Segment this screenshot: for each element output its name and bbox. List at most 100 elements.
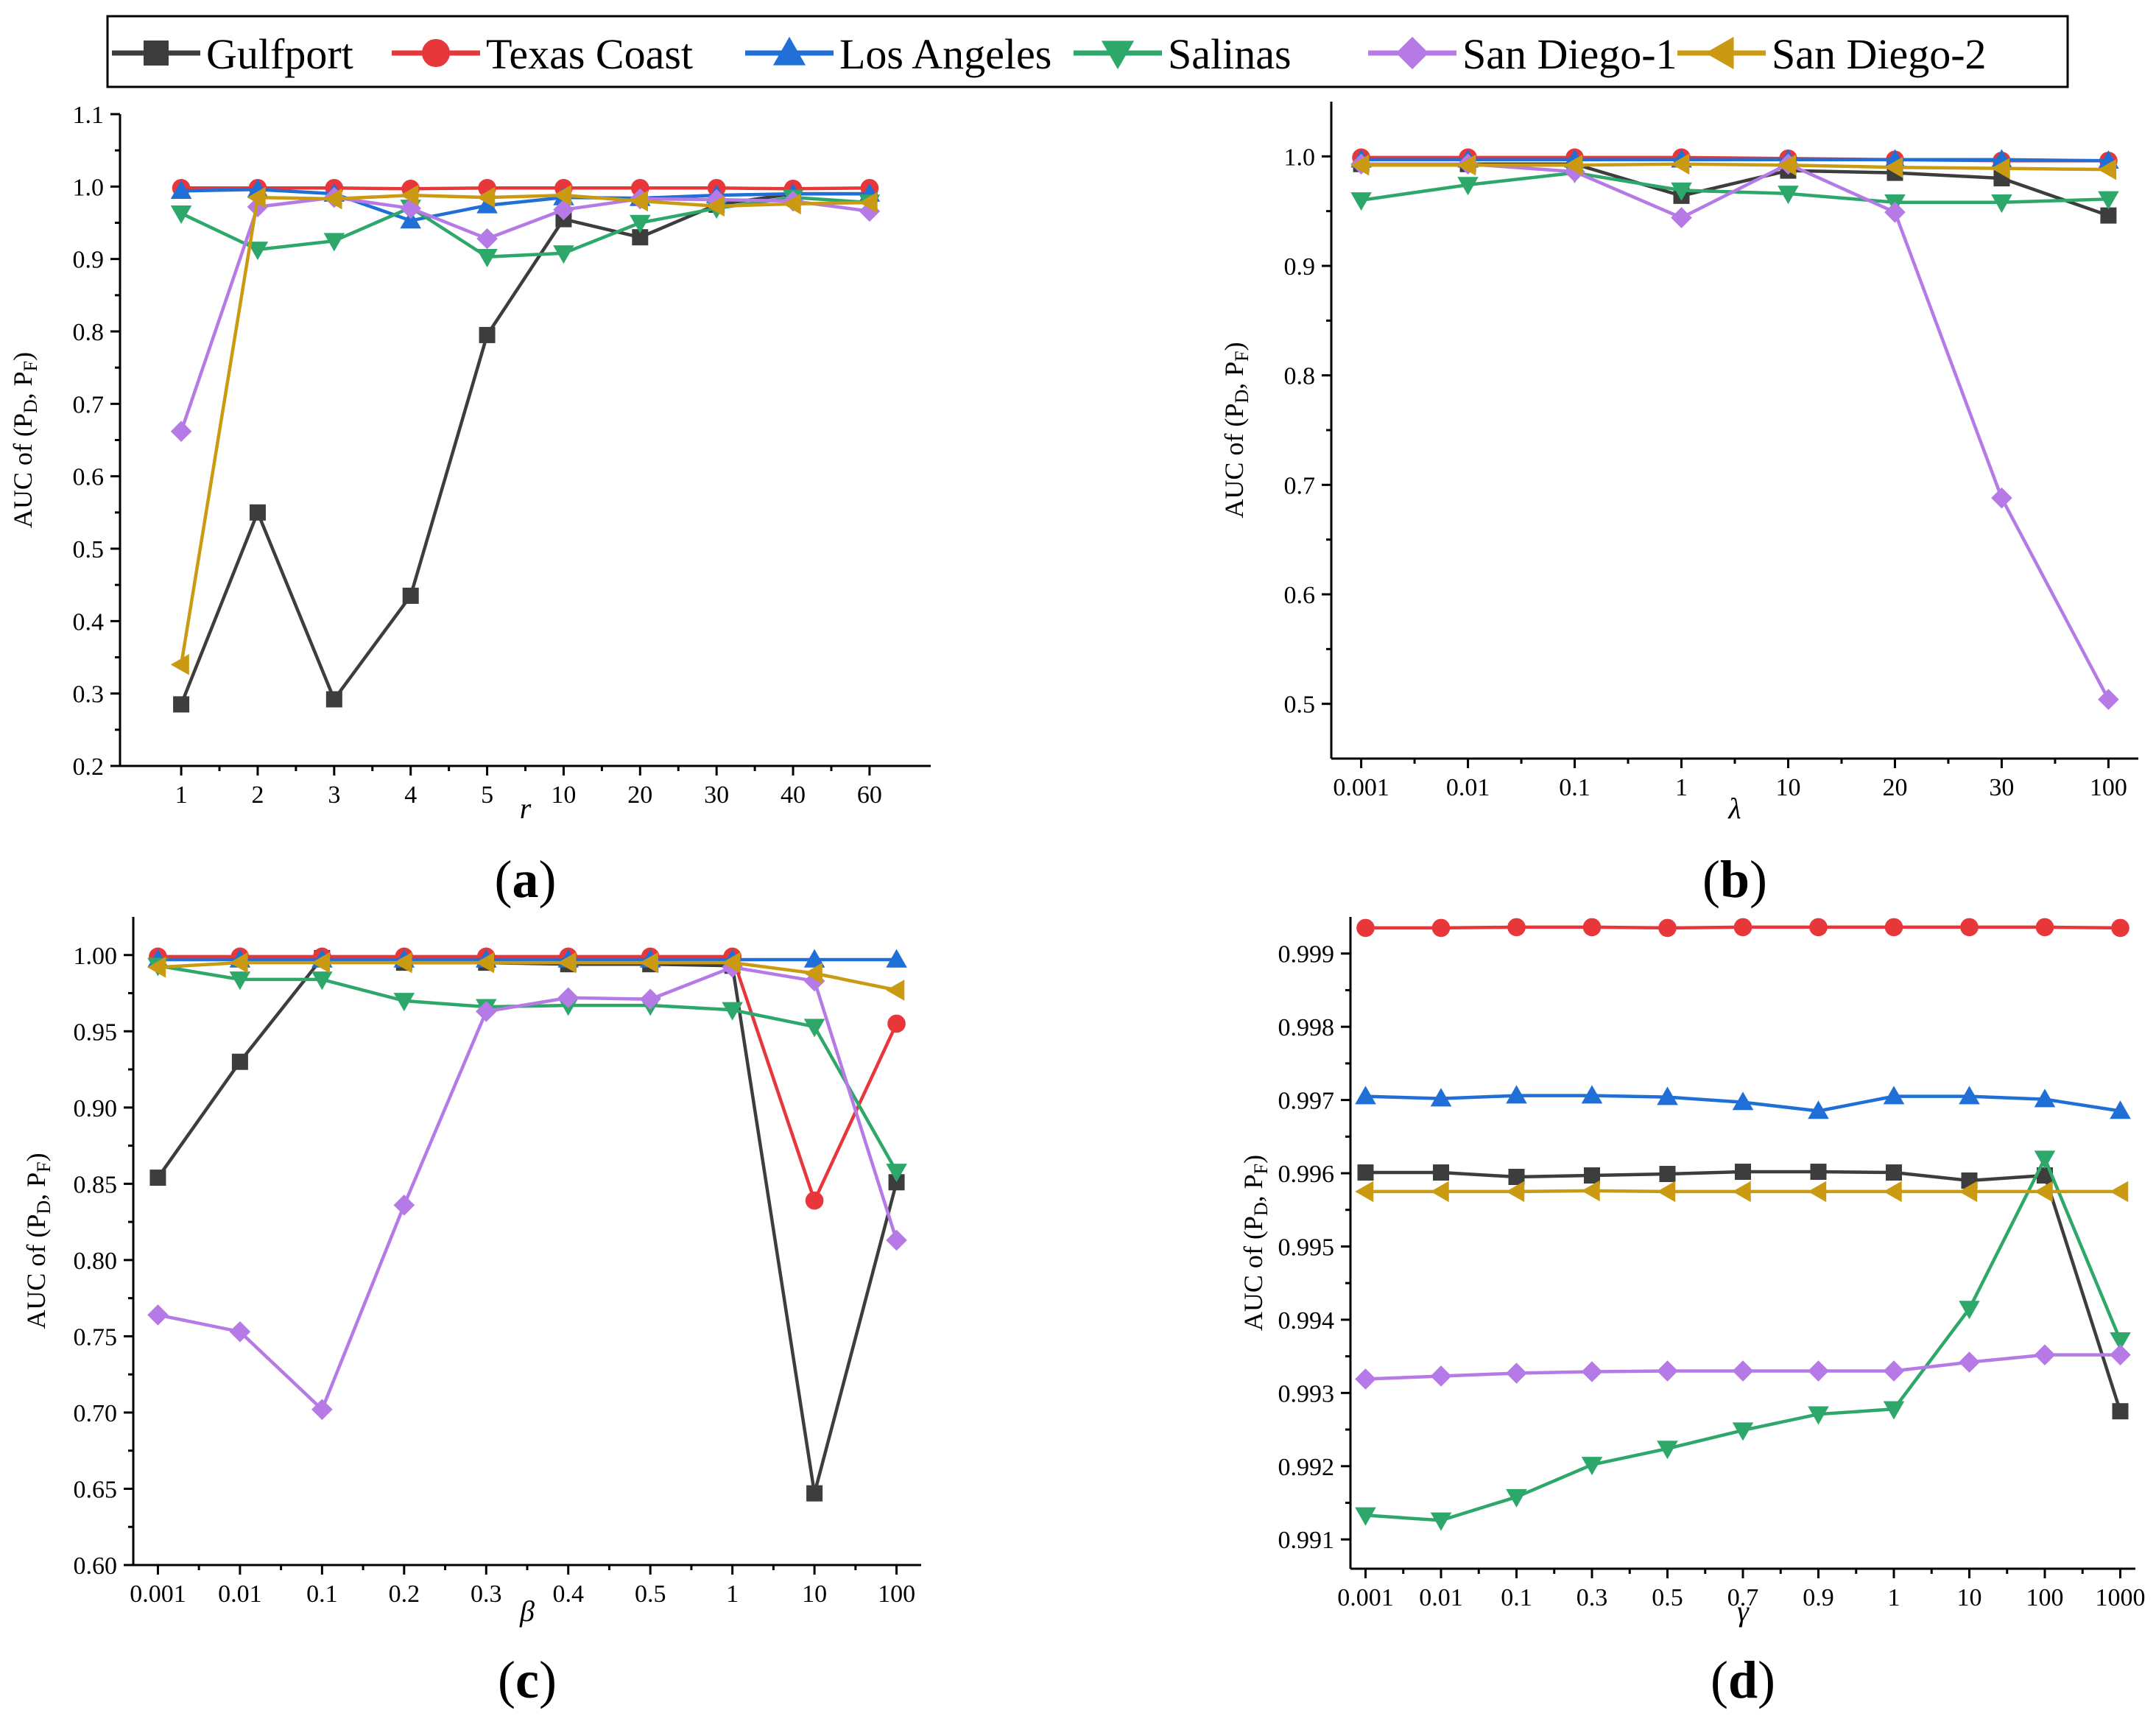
data-point xyxy=(1671,153,1690,175)
y-axis-label: AUC of (PD, PF) xyxy=(1239,1155,1272,1331)
y-tick-label: 0.80 xyxy=(74,1248,118,1275)
data-point xyxy=(557,987,579,1009)
legend-marker-square xyxy=(144,41,169,66)
data-point xyxy=(149,1170,166,1186)
data-point xyxy=(1659,1166,1676,1183)
data-point xyxy=(1433,1164,1449,1181)
legend-label: Texas Coast xyxy=(486,30,693,78)
data-point xyxy=(1959,1086,1980,1105)
legend: Gulfport Texas Coast Los Angeles Salinas San… xyxy=(106,15,2069,88)
y-tick-label: 0.3 xyxy=(73,681,105,708)
x-tick-label: 40 xyxy=(781,781,806,809)
data-point xyxy=(323,233,345,252)
data-point xyxy=(2034,1150,2056,1170)
data-point xyxy=(1657,1181,1676,1203)
data-point xyxy=(1884,156,1903,178)
data-point xyxy=(1581,1361,1603,1382)
data-point xyxy=(402,587,419,604)
data-point xyxy=(2098,158,2117,180)
series-line xyxy=(179,195,870,432)
series-line xyxy=(1361,162,2109,172)
data-point xyxy=(886,980,905,1001)
data-point xyxy=(1357,1164,1374,1181)
data-point xyxy=(147,957,166,978)
data-point xyxy=(1350,154,1370,176)
panel-label: (a) xyxy=(495,850,557,909)
data-point xyxy=(247,242,269,261)
data-point xyxy=(722,1002,743,1021)
data-point xyxy=(1430,1512,1452,1531)
data-point xyxy=(2034,1181,2053,1203)
legend-label: Salinas xyxy=(1168,30,1292,78)
x-tick-label: 0.5 xyxy=(635,1580,666,1608)
data-point xyxy=(311,971,333,991)
data-point xyxy=(393,952,412,974)
y-tick-label: 0.9 xyxy=(1284,253,1316,281)
series-san-diego-1 xyxy=(147,957,907,1421)
x-tick-label: 20 xyxy=(1882,774,1907,801)
y-tick-label: 0.995 xyxy=(1278,1234,1335,1261)
y-tick-label: 0.997 xyxy=(1278,1088,1335,1115)
data-point xyxy=(1810,1164,1827,1181)
series-salinas xyxy=(1355,1150,2131,1531)
data-point xyxy=(1883,1181,1902,1203)
series-line xyxy=(1365,1156,2122,1522)
y-tick-label: 0.7 xyxy=(73,391,105,418)
data-point xyxy=(2098,689,2119,711)
data-point xyxy=(886,949,907,968)
x-tick-label: 3 xyxy=(328,781,340,809)
data-point xyxy=(229,952,248,974)
data-point xyxy=(886,1164,907,1183)
y-tick-label: 0.999 xyxy=(1278,941,1335,968)
x-tick-label: 0.1 xyxy=(1559,774,1590,801)
y-tick-label: 0.90 xyxy=(74,1095,118,1122)
legend-label: San Diego-1 xyxy=(1462,30,1677,78)
data-point xyxy=(1959,1351,1980,1373)
data-point xyxy=(147,1304,169,1326)
data-point xyxy=(1582,918,1602,937)
x-tick-label: 0.001 xyxy=(130,1580,186,1608)
x-tick-label: 10 xyxy=(551,781,576,809)
legend-entry-san-diego-1: San Diego-1 xyxy=(1368,30,1677,78)
data-point xyxy=(1884,201,1906,223)
data-point xyxy=(1355,1368,1376,1390)
series-line xyxy=(180,191,870,706)
y-tick-label: 0.993 xyxy=(1278,1380,1335,1407)
series-line xyxy=(180,195,870,259)
series-line xyxy=(1361,162,2110,700)
data-point xyxy=(553,184,572,206)
chart-panel-b: 0.5 0.6 0.7 0.8 0.9 1.0 0.001 0.01 0.1 1 10 20 30 100… xyxy=(1219,102,2138,909)
y-tick-label: 0.2 xyxy=(73,753,105,781)
panel-label: (c) xyxy=(498,1650,557,1709)
legend-marker-triangle-left xyxy=(1705,36,1734,70)
data-point xyxy=(1883,1360,1905,1382)
data-point xyxy=(1506,1181,1525,1203)
x-tick-label: 0.4 xyxy=(552,1580,584,1608)
data-point xyxy=(2112,1403,2129,1420)
legend-label: San Diego-2 xyxy=(1772,30,1987,78)
data-point xyxy=(1735,1164,1751,1181)
x-tick-label: 0.001 xyxy=(1333,774,1389,801)
data-point xyxy=(1733,918,1752,937)
chart-panels: 0.2 0.3 0.4 0.5 0.6 0.7 0.8 0.9 1.0 1.1 1 2 3 4 5 10 20 3… xyxy=(8,102,2146,1709)
data-point xyxy=(476,248,498,268)
data-point xyxy=(1584,1167,1600,1184)
data-point xyxy=(1991,487,2012,509)
data-point xyxy=(400,210,421,229)
y-tick-label: 0.8 xyxy=(1284,363,1316,390)
data-point xyxy=(1959,1301,1980,1320)
x-tick-label: 0.1 xyxy=(1501,1584,1532,1611)
series-salinas xyxy=(147,957,907,1183)
data-point xyxy=(1671,207,1692,228)
data-point xyxy=(859,191,878,214)
series-line xyxy=(181,188,870,222)
data-point xyxy=(247,186,266,208)
data-point xyxy=(888,1174,905,1191)
data-point xyxy=(639,952,658,974)
data-point xyxy=(1657,1441,1678,1460)
data-point xyxy=(1564,154,1583,176)
series-san-diego-2 xyxy=(170,184,878,675)
data-point xyxy=(630,214,651,233)
data-point xyxy=(1732,1091,1754,1111)
series-gulfport xyxy=(1357,1164,2129,1420)
